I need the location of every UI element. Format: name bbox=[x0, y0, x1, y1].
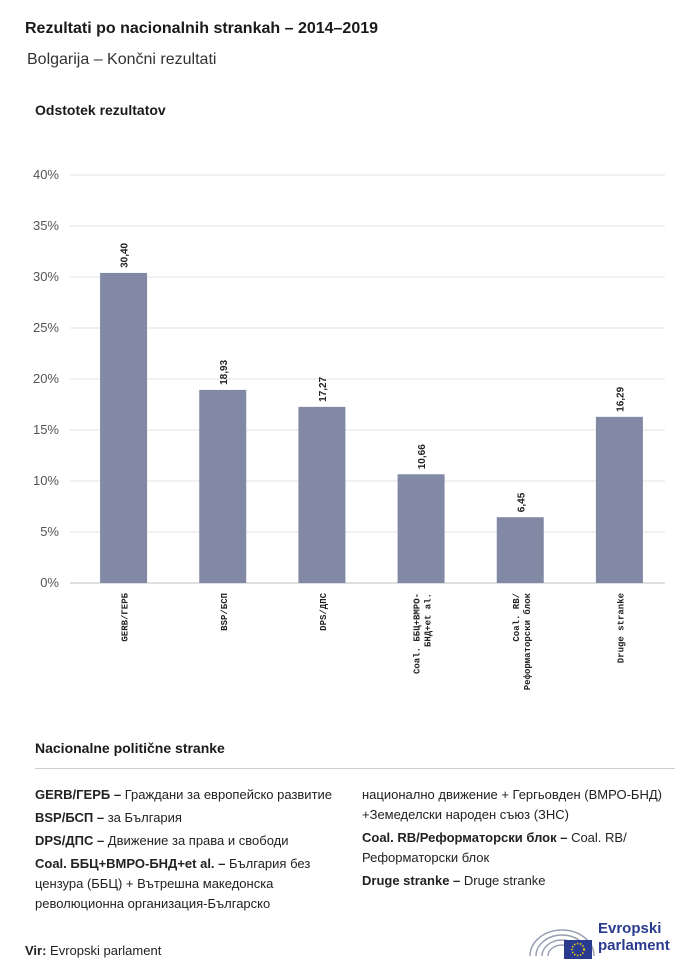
logo-line-2: parlament bbox=[598, 937, 670, 954]
data-label: 18,93 bbox=[219, 359, 230, 384]
legend-entry-text: национално движение + Гергьовден (ВМРО-Б… bbox=[362, 787, 662, 822]
legend-entry: Coal. ББЦ+ВМРО-БНД+et al. – България без… bbox=[35, 854, 355, 914]
legend-column-left: GERB/ГЕРБ – Граждани за европейско разви… bbox=[35, 785, 355, 917]
bar-chart: 0% 5% 10% 15% 20% 25% 30% 35% 40% 30,40 GERB/ГЕРБ 1… bbox=[33, 167, 665, 690]
data-label: 16,29 bbox=[615, 386, 626, 411]
legend-entry-key: Coal. ББЦ+ВМРО-БНД+et al. – bbox=[35, 856, 226, 871]
legend-column-right: национално движение + Гергьовден (ВМРО-Б… bbox=[362, 785, 662, 894]
y-tick-label: 40% bbox=[33, 167, 59, 182]
y-tick-label: 5% bbox=[40, 524, 59, 539]
bar bbox=[100, 272, 148, 583]
bar bbox=[595, 416, 643, 583]
legend-entry-text: Граждани за европейско развитие bbox=[121, 787, 333, 802]
legend-title: Nacionalne politične stranke bbox=[35, 740, 225, 756]
ep-logo: Evropski parlament bbox=[528, 918, 688, 968]
legend-entry-key: Coal. RB/Реформаторски блок – bbox=[362, 830, 568, 845]
legend-entry-key: DPS/ДПС – bbox=[35, 833, 105, 848]
y-tick-label: 15% bbox=[33, 422, 59, 437]
data-label: 30,40 bbox=[120, 242, 131, 267]
legend-divider bbox=[35, 768, 675, 769]
logo-line-1: Evropski bbox=[598, 920, 662, 937]
y-tick-label: 35% bbox=[33, 218, 59, 233]
legend-entry-key: Druge stranke – bbox=[362, 873, 461, 888]
x-tick-label: Coal. RB/ bbox=[512, 593, 522, 642]
source-text: Evropski parlament bbox=[46, 943, 162, 958]
y-tick-label: 10% bbox=[33, 473, 59, 488]
x-tick-label: Coal. ББЦ+ВМРО- bbox=[413, 593, 423, 674]
legend-entry-text: Движение за права и свободи bbox=[104, 833, 289, 848]
chart-subtitle: Bolgarija – Končni rezultati bbox=[27, 51, 217, 68]
legend-entry: GERB/ГЕРБ – Граждани за европейско разви… bbox=[35, 785, 355, 805]
source-label: Vir: bbox=[25, 943, 47, 958]
bar bbox=[298, 406, 346, 583]
legend-entry-text: за България bbox=[104, 810, 182, 825]
x-tick-label: Реформаторски блок bbox=[522, 592, 533, 690]
legend-entry: Druge stranke – Druge stranke bbox=[362, 871, 662, 891]
logo-text: Evropski parlament bbox=[598, 920, 670, 954]
y-axis-title: Odstotek rezultatov bbox=[35, 102, 166, 118]
source-note: Vir: Evropski parlament bbox=[25, 943, 161, 958]
x-tick-label: GERB/ГЕРБ bbox=[121, 592, 131, 641]
legend-entry: Coal. RB/Реформаторски блок – Coal. RB/ … bbox=[362, 828, 662, 868]
data-label: 17,27 bbox=[318, 376, 329, 401]
x-tick-label: Druge stranke bbox=[616, 593, 626, 663]
legend-entry-text: България без цензура (ББЦ) + Вътрешна ма… bbox=[35, 856, 311, 911]
legend-entry-text: Druge stranke bbox=[460, 873, 546, 888]
x-tick-label: BSP/БСП bbox=[220, 593, 230, 631]
y-tick-label: 20% bbox=[33, 371, 59, 386]
data-label: 6,45 bbox=[516, 492, 527, 512]
legend-entry-key: BSP/БСП – bbox=[35, 810, 105, 825]
legend-entry: DPS/ДПС – Движение за права и свободи bbox=[35, 831, 355, 851]
bar bbox=[397, 474, 445, 583]
legend-entry: BSP/БСП – за България bbox=[35, 808, 355, 828]
data-label: 10,66 bbox=[417, 444, 428, 469]
legend-entry: национално движение + Гергьовден (ВМРО-Б… bbox=[362, 785, 662, 825]
parliament-hemicycle-icon bbox=[529, 929, 595, 959]
x-tick-label: DPS/ДПС bbox=[319, 592, 329, 630]
chart-title: Rezultati po nacionalnih strankah – 2014… bbox=[25, 20, 379, 37]
y-tick-label: 25% bbox=[33, 320, 59, 335]
legend-entry-text: Coal. RB/ Реформаторски блок bbox=[362, 830, 627, 865]
y-tick-label: 0% bbox=[40, 575, 59, 590]
bar bbox=[199, 389, 247, 583]
bar bbox=[496, 517, 544, 583]
y-tick-label: 30% bbox=[33, 269, 59, 284]
x-tick-label: БНД+et al. bbox=[424, 593, 434, 647]
legend-entry-key: GERB/ГЕРБ – bbox=[35, 787, 122, 802]
